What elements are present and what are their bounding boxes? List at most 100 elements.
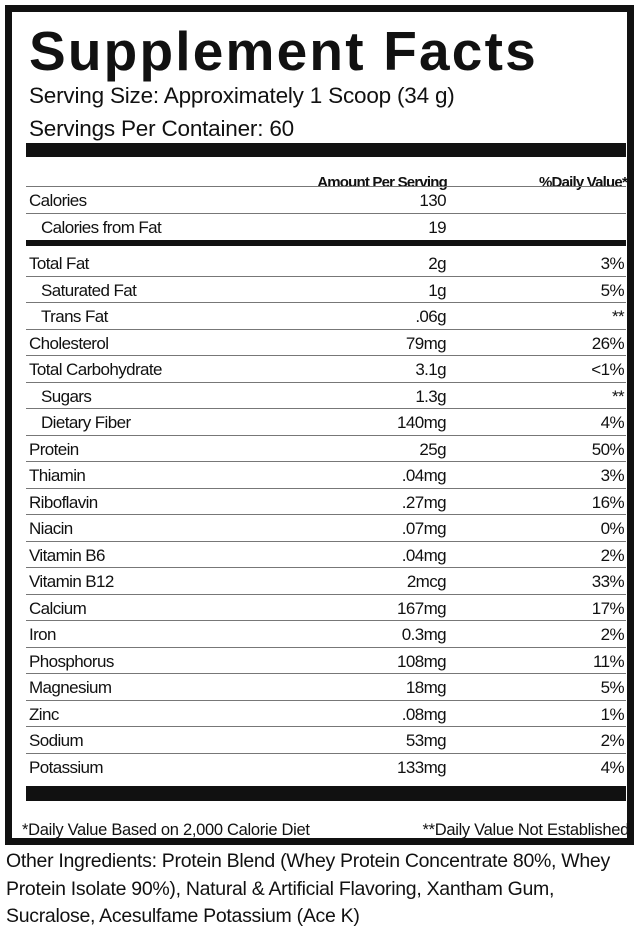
nutrient-row: Calcium 167mg 17% (26, 595, 626, 621)
nutrient-row: Vitamin B6 .04mg 2% (26, 542, 626, 568)
nutrient-name: Cholesterol (29, 333, 109, 353)
nutrient-amount: 25g (419, 439, 446, 459)
nutrient-row: Phosphorus 108mg 11% (26, 648, 626, 674)
row-divider (26, 408, 626, 409)
medium-divider (26, 240, 626, 246)
nutrient-daily-value: 3% (600, 466, 625, 485)
row-divider (26, 302, 626, 303)
nutrient-daily-value: 26% (591, 333, 625, 353)
nutrient-amount: 1g (428, 280, 446, 300)
panel-title: Supplement Facts (29, 20, 538, 82)
nutrient-name: Sugars (41, 386, 92, 406)
nutrient-name: Vitamin B12 (29, 572, 114, 591)
nutrient-daily-value: 5% (600, 678, 625, 697)
nutrient-name: Sodium (29, 731, 84, 750)
nutrient-row: Thiamin .04mg 3% (26, 462, 626, 489)
nutrient-daily-value: 0% (600, 519, 625, 538)
row-divider (26, 726, 626, 727)
nutrient-daily-value: 3% (600, 254, 625, 273)
nutrient-amount: .07mg (401, 519, 447, 538)
nutrient-daily-value: 2% (600, 731, 625, 750)
nutrient-amount: 108mg (397, 651, 447, 671)
other-ingredients: Other Ingredients: Protein Blend (Whey P… (6, 850, 610, 927)
row-divider (26, 461, 626, 462)
row-divider (26, 487, 626, 489)
nutrient-daily-value: ** (611, 307, 625, 326)
nutrient-daily-value: 11% (593, 651, 625, 671)
nutrient-name: Trans Fat (41, 307, 108, 326)
nutrient-amount: .04mg (401, 545, 447, 565)
nutrient-daily-value: 2% (600, 545, 625, 565)
servings-per-container: Servings Per Container: 60 (29, 116, 294, 141)
nutrient-name: Riboflavin (29, 492, 98, 512)
nutrient-amount: 130 (419, 191, 446, 210)
nutrient-amount: 53mg (405, 731, 447, 750)
row-divider (26, 328, 626, 330)
divider (26, 186, 626, 187)
nutrient-row: Total Carbohydrate 3.1g <1% (26, 356, 626, 383)
thick-divider-bottom (26, 786, 626, 801)
nutrient-row: Niacin .07mg 0% (26, 515, 626, 542)
nutrient-row: Sugars 1.3g ** (26, 383, 626, 409)
nutrient-amount: 3.1g (415, 360, 446, 379)
row-divider (26, 646, 626, 648)
nutrient-amount: 167mg (397, 598, 447, 618)
nutrient-row: Iron 0.3mg 2% (26, 621, 626, 648)
footnote-daily-value: *Daily Value Based on 2,000 Calorie Diet (22, 821, 310, 839)
nutrient-row: Cholesterol 79mg 26% (26, 330, 626, 356)
nutrient-daily-value: 4% (600, 413, 625, 432)
nutrient-amount: 0.3mg (401, 625, 447, 644)
thick-divider (26, 143, 626, 157)
nutrient-amount: 18mg (405, 678, 447, 697)
nutrient-row: Vitamin B12 2mcg 33% (26, 568, 626, 595)
nutrient-row: Magnesium 18mg 5% (26, 674, 626, 701)
nutrient-row: Zinc .08mg 1% (26, 701, 626, 727)
nutrient-amount: 2mcg (406, 572, 447, 591)
nutrient-amount: 1.3g (415, 386, 446, 406)
nutrient-row: Calories 130 (26, 187, 626, 214)
nutrient-name: Dietary Fiber (41, 413, 131, 432)
nutrient-name: Protein (29, 439, 79, 459)
nutrient-name: Total Carbohydrate (29, 360, 162, 379)
row-divider (26, 275, 626, 277)
nutrient-amount: .04mg (401, 466, 447, 485)
nutrient-amount: .27mg (401, 492, 447, 512)
row-divider (26, 514, 626, 515)
nutrient-row: Saturated Fat 1g 5% (26, 277, 626, 303)
row-divider (26, 381, 626, 383)
nutrient-amount: .06g (415, 307, 446, 326)
nutrient-row: Sodium 53mg 2% (26, 727, 626, 754)
serving-size: Serving Size: Approximately 1 Scoop (34 … (29, 83, 455, 108)
row-divider (26, 699, 626, 701)
row-divider (26, 355, 626, 356)
nutrient-row: Protein 25g 50% (26, 436, 626, 462)
nutrient-daily-value: 1% (600, 704, 625, 724)
row-divider (26, 752, 626, 754)
row-divider (26, 434, 626, 436)
nutrient-name: Magnesium (29, 678, 112, 697)
nutrient-daily-value: 50% (591, 439, 625, 459)
nutrient-amount: 19 (428, 217, 446, 237)
nutrient-name: Potassium (29, 757, 104, 777)
row-divider (26, 567, 626, 568)
supplement-facts-panel: Supplement Facts Serving Size: Approxima… (5, 5, 634, 845)
nutrient-daily-value: 33% (591, 572, 625, 591)
nutrient-daily-value: 5% (600, 280, 625, 300)
nutrient-daily-value: 2% (600, 625, 625, 644)
nutrient-daily-value: <1% (591, 360, 624, 379)
nutrient-amount: 133mg (397, 757, 447, 777)
nutrient-name: Phosphorus (29, 651, 114, 671)
nutrient-amount: .08mg (401, 704, 447, 724)
nutrient-daily-value: 16% (591, 492, 625, 512)
nutrient-name: Total Fat (29, 254, 89, 273)
nutrient-daily-value: ** (611, 386, 625, 406)
row-divider (26, 212, 626, 214)
row-divider (26, 673, 626, 674)
nutrient-name: Calcium (29, 598, 87, 618)
row-divider (26, 620, 626, 621)
nutrient-daily-value: 17% (591, 598, 625, 618)
nutrient-name: Calories from Fat (41, 217, 162, 237)
nutrient-row: Dietary Fiber 140mg 4% (26, 409, 626, 436)
nutrient-name: Saturated Fat (41, 280, 137, 300)
footnote-not-established: **Daily Value Not Established (422, 821, 629, 839)
